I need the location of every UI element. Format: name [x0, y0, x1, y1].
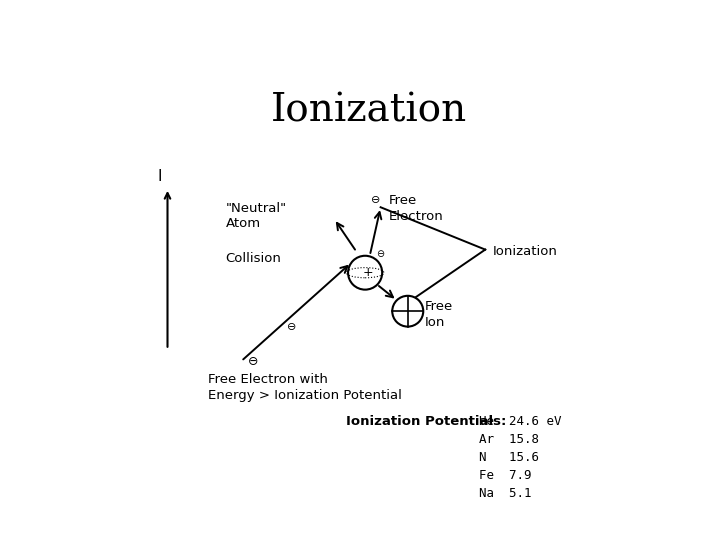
Text: Ionization: Ionization [493, 245, 558, 258]
Text: ⊖: ⊖ [377, 249, 384, 259]
Text: ⊖: ⊖ [371, 194, 380, 205]
Text: ⊖: ⊖ [248, 355, 258, 368]
Text: Ionization Potentials:: Ionization Potentials: [346, 415, 506, 428]
Text: +: + [362, 266, 373, 279]
Text: I: I [158, 169, 162, 184]
Text: He  24.6 eV
Ar  15.8
N   15.6
Fe  7.9
Na  5.1: He 24.6 eV Ar 15.8 N 15.6 Fe 7.9 Na 5.1 [479, 415, 562, 500]
Text: ⊖: ⊖ [287, 322, 296, 332]
Text: Free
Ion: Free Ion [425, 300, 453, 329]
Text: "Neutral"
Atom: "Neutral" Atom [225, 202, 287, 230]
Text: Ionization: Ionization [271, 92, 467, 130]
Text: Collision: Collision [225, 252, 282, 265]
Text: Free Electron with
Energy > Ionization Potential: Free Electron with Energy > Ionization P… [208, 373, 402, 402]
Text: Free
Electron: Free Electron [388, 194, 443, 223]
